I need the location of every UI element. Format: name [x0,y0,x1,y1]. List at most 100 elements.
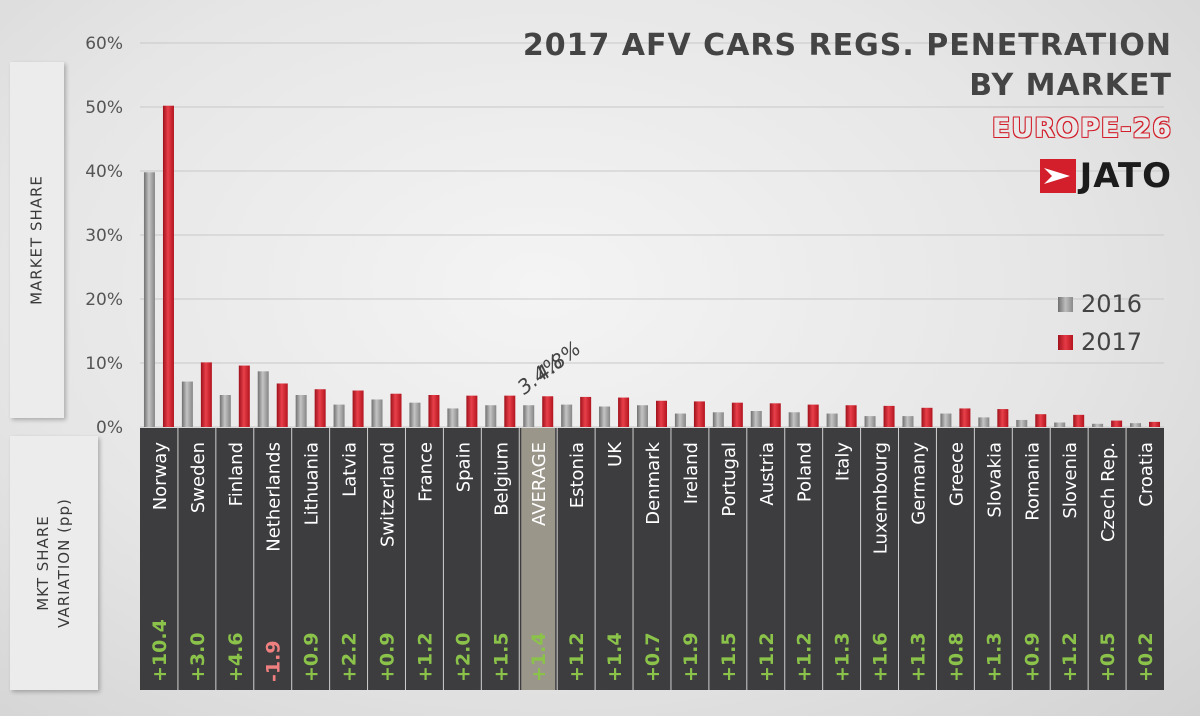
bar-2016-average [523,405,535,427]
bar-2016-luxembourg [864,416,876,427]
chart-subtitle: EUROPE-26 [991,113,1172,144]
legend-label-2017: 2017 [1081,328,1143,356]
variation-value: +1.9 [680,632,702,682]
variation-value: +1.3 [832,632,854,682]
bar-2017-italy [845,405,857,427]
category-label: Italy [833,442,854,481]
bar-2017-uk [618,397,630,427]
bar-2017-poland [807,404,819,427]
bar-2017-sweden [200,362,212,427]
bar-2017-spain [466,395,478,427]
bar-2017-latvia [352,390,364,427]
category-label: Lithuania [302,442,323,525]
category-label: Estonia [567,442,588,508]
category-label: Luxembourg [871,442,892,554]
market-share-label-box: MARKET SHARE [10,62,64,418]
category-label: Latvia [340,442,361,497]
bar-2017-ireland [693,401,705,427]
category-label: Greece [946,442,967,506]
bar-2016-uk [599,406,611,427]
variation-value: +1.6 [870,632,892,682]
bar-2017-finland [238,365,250,427]
bar-2016-croatia [1130,423,1142,427]
jato-logo-icon [1039,159,1076,193]
bar-2016-czech-rep- [1092,423,1104,427]
bar-2016-italy [826,413,838,427]
bar-2016-estonia [561,404,573,427]
category-label: AVERAGE [529,442,550,526]
category-label: Netherlands [264,442,285,552]
category-label: Denmark [643,441,664,524]
bar-2017-denmark [656,400,667,427]
variation-value: +0.2 [1135,632,1157,682]
variation-value: +0.8 [945,632,967,682]
y-tick-label: 30% [85,226,123,246]
variation-value: +1.4 [528,632,550,682]
legend-swatch-2017 [1058,334,1073,350]
category-label: Romania [1022,442,1043,521]
y-tick-label: 20% [85,290,123,310]
bar-2016-lithuania [295,395,307,427]
bar-2016-latvia [333,404,345,427]
category-label: Croatia [1136,442,1157,507]
bar-2016-romania [1016,419,1028,427]
variation-value: +1.2 [794,632,816,682]
category-label: Belgium [491,442,512,516]
variation-value: +2.2 [339,632,361,682]
bar-2017-estonia [580,396,592,427]
category-label: Sweden [188,442,209,513]
chart-title-line2: BY MARKET [969,68,1172,103]
bar-2016-denmark [637,405,648,427]
bar-2017-romania [1035,414,1047,427]
variation-value: +1.5 [718,632,740,682]
bar-2016-greece [940,413,952,427]
category-label: Norway [150,442,171,511]
y-tick-label: 60% [85,34,123,54]
bar-2016-ireland [674,413,686,427]
category-label: Switzerland [378,442,399,547]
bar-2017-czech-rep- [1111,420,1123,427]
bar-2016-norway [143,172,155,427]
legend-swatch-2016 [1058,296,1073,312]
variation-value: +3.0 [187,632,209,682]
variation-value: +0.9 [301,632,323,682]
bar-2017-belgium [504,395,516,427]
bar-2016-poland [788,412,800,427]
variation-value: +1.2 [1059,632,1081,682]
bar-2016-finland [219,395,231,427]
y-tick-label: 40% [85,162,123,182]
bar-2017-switzerland [390,393,402,427]
bar-2016-france [409,402,421,427]
bar-2017-greece [959,408,971,427]
category-label: Czech Rep. [1098,442,1119,542]
bar-2017-croatia [1149,421,1161,427]
category-label: Finland [226,442,247,506]
y-tick-label: 50% [85,98,123,118]
bar-2017-germany [921,407,933,427]
bar-2016-spain [447,408,459,427]
bar-2016-germany [902,416,914,427]
variation-value: +0.5 [1097,632,1119,682]
bar-2016-austria [750,411,762,427]
bar-2017-slovenia [1073,414,1085,427]
category-label: Portugal [719,442,740,517]
category-label: Poland [795,442,816,502]
y-tick-label: 10% [85,354,123,374]
category-label: Slovenia [1060,442,1081,519]
average-column-highlight [521,428,556,690]
bar-2017-lithuania [314,389,326,427]
legend-label-2016: 2016 [1081,290,1143,318]
bar-2016-portugal [712,412,724,427]
legend-item-2016: 2016 [1058,290,1142,318]
variation-value: +1.2 [414,632,436,682]
category-label: UK [605,441,626,467]
category-label: Austria [757,442,778,506]
variation-value: +10.4 [149,619,171,682]
variation-value: +0.9 [1021,632,1043,682]
chart-title-line1: 2017 AFV CARS REGS. PENETRATION [522,28,1172,63]
bar-2017-netherlands [276,383,288,427]
average-2017-data-label: 4.8% [531,336,586,386]
variation-value: +1.2 [566,632,588,682]
variation-value: -1.9 [263,640,285,682]
bar-2016-switzerland [371,399,383,427]
